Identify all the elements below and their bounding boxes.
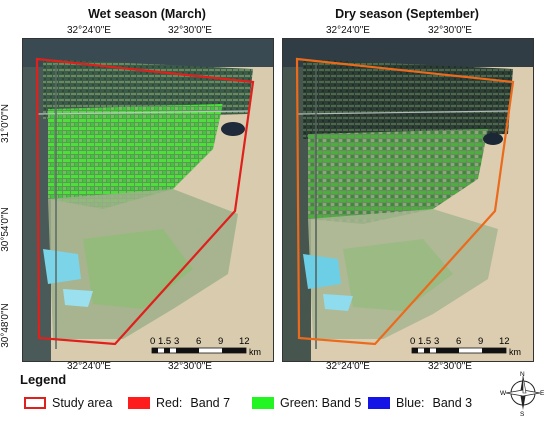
study-area-swatch: [24, 397, 46, 409]
study-area-boundary-wet: [35, 57, 255, 346]
legend-red-label: Red:: [156, 396, 183, 410]
scale-wet-unit: km: [249, 347, 261, 357]
lat-label-left-a: 31°0'0"N: [0, 104, 11, 143]
compass-e: E: [540, 390, 545, 397]
legend-blue-band: Band 3: [432, 396, 473, 410]
lon-label-top-left-a: 32°24'0"E: [67, 25, 111, 36]
wet-season-title: Wet season (March): [88, 7, 206, 21]
dry-season-title: Dry season (September): [335, 7, 479, 21]
scale-bar-dry: 0 1.5 3 6 9 12 km: [408, 334, 528, 358]
red-swatch: [128, 397, 150, 409]
scale-dry-unit: km: [509, 347, 521, 357]
scale-dry-3: 6: [456, 336, 461, 347]
scale-wet-0: 0: [150, 336, 155, 347]
legend-study-area: Study area: [24, 396, 112, 410]
legend-title: Legend: [20, 372, 67, 387]
lat-label-left-c: 30°48'0"N: [0, 303, 11, 348]
legend-green-label: Green: Band 5: [280, 396, 362, 410]
scale-dry-2: 3: [434, 336, 439, 347]
green-swatch: [252, 397, 274, 409]
legend-red: Red: Band 7: [128, 396, 230, 410]
blue-swatch: [368, 397, 390, 409]
dry-season-image: [283, 39, 533, 361]
lon-label-top-right-b: 32°30'0"E: [428, 25, 472, 36]
study-area-boundary-dry: [295, 57, 515, 346]
scale-wet-1: 1.5: [158, 336, 171, 347]
scale-wet-2: 3: [174, 336, 179, 347]
legend-blue: Blue: Band 3: [368, 396, 472, 410]
legend-blue-label: Blue:: [396, 396, 425, 410]
legend-green: Green: Band 5: [252, 396, 361, 410]
scale-dry-1: 1.5: [418, 336, 431, 347]
wet-season-map: [22, 38, 274, 362]
lon-label-top-left-b: 32°30'0"E: [168, 25, 212, 36]
scale-wet-4: 9: [218, 336, 223, 347]
wet-season-image: [23, 39, 273, 361]
scale-wet-3: 6: [196, 336, 201, 347]
lat-label-left-b: 30°54'0"N: [0, 207, 11, 252]
lon-label-bottom-left-a: 32°24'0"E: [67, 361, 111, 372]
compass-w: W: [500, 390, 507, 397]
legend-study-area-label: Study area: [52, 396, 113, 410]
legend: Legend Study area Red: Band 7 Green: Ban…: [16, 372, 486, 416]
compass-s: S: [520, 411, 525, 416]
scale-dry-5: 12: [499, 336, 510, 347]
scale-dry-0: 0: [410, 336, 415, 347]
lon-label-bottom-right-b: 32°30'0"E: [428, 361, 472, 372]
compass-n: N: [520, 371, 525, 378]
lon-label-bottom-left-b: 32°30'0"E: [168, 361, 212, 372]
scale-dry-4: 9: [478, 336, 483, 347]
lon-label-top-right-a: 32°24'0"E: [326, 25, 370, 36]
scale-bar-wet: 0 1.5 3 6 9 12 km: [148, 334, 268, 358]
dry-season-map: [282, 38, 534, 362]
lon-label-bottom-right-a: 32°24'0"E: [326, 361, 370, 372]
scale-wet-5: 12: [239, 336, 250, 347]
legend-red-band: Band 7: [190, 396, 231, 410]
compass-rose-icon: N S E W: [500, 370, 546, 418]
